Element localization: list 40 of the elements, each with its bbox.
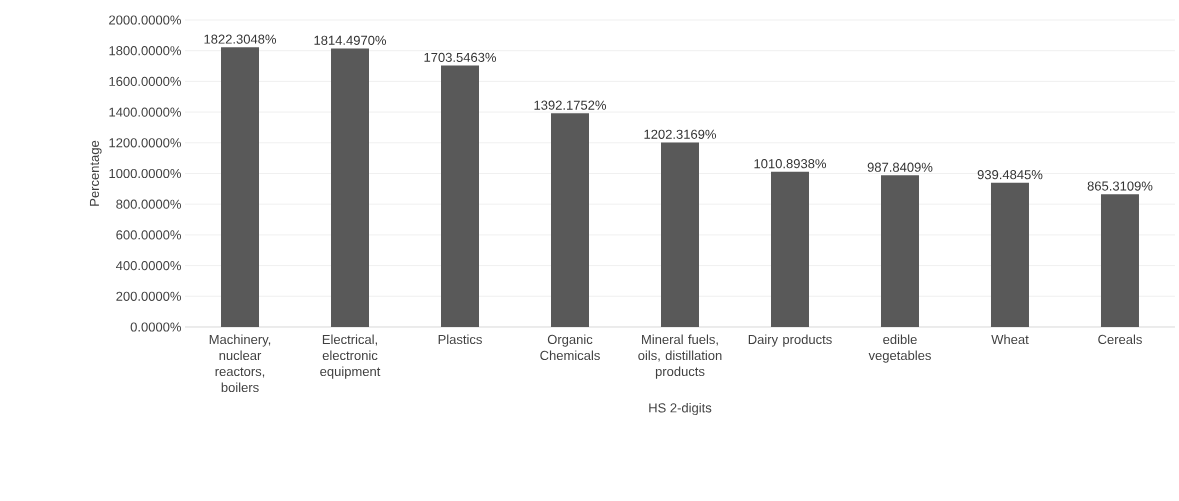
bar xyxy=(880,175,919,327)
data-label: 1010.8938% xyxy=(754,159,827,169)
x-tick-label: Mineral fuels, oils, distillation products xyxy=(638,334,722,379)
x-tick-label: Electrical, electronic equipment xyxy=(320,334,381,379)
bar xyxy=(661,142,699,327)
y-axis-title: Percentage xyxy=(89,140,102,206)
y-tick-label: 0.0000% xyxy=(130,322,182,332)
y-tick-label: 2000.0000% xyxy=(109,15,182,25)
bar xyxy=(771,171,809,327)
y-tick-label: 400.0000% xyxy=(116,260,182,271)
data-label: 865.3109% xyxy=(1087,181,1153,191)
y-tick-label: 1600.0000% xyxy=(109,76,182,86)
data-label: 1814.4970% xyxy=(314,35,387,45)
data-label: 1202.3169% xyxy=(644,129,717,139)
x-tick-label: edible vegetables xyxy=(868,334,931,363)
bar xyxy=(990,182,1029,327)
bar xyxy=(551,113,589,327)
data-label: 1822.3048% xyxy=(204,34,277,44)
y-tick-label: 1800.0000% xyxy=(109,46,182,56)
y-tick-label: 1400.0000% xyxy=(109,107,182,117)
bar xyxy=(221,47,260,327)
bar xyxy=(441,65,480,327)
x-tick-label: Machinery, nuclear reactors, boilers xyxy=(209,334,271,393)
bar xyxy=(331,48,370,327)
x-axis-title: HS 2-digits xyxy=(649,402,712,416)
y-tick-label: 1200.0000% xyxy=(109,138,182,148)
y-tick-label: 800.0000% xyxy=(116,199,182,209)
data-label: 1392.1752% xyxy=(534,100,607,110)
data-label: 1703.5463% xyxy=(424,52,497,62)
bar xyxy=(1100,194,1139,327)
x-tick-label: Dairy products xyxy=(748,334,832,347)
x-tick-label: Plastics xyxy=(438,334,482,345)
x-tick-label: Cereals xyxy=(1098,334,1142,345)
data-label: 939.4845% xyxy=(977,170,1043,180)
y-tick-label: 200.0000% xyxy=(116,291,182,301)
y-tick-label: 600.0000% xyxy=(116,230,182,240)
data-label: 987.8409% xyxy=(867,162,933,172)
x-tick-label: Organic Chemicals xyxy=(540,334,600,361)
x-tick-label: Wheat xyxy=(991,334,1029,345)
y-tick-label: 1000.0000% xyxy=(109,168,182,179)
